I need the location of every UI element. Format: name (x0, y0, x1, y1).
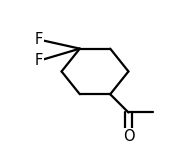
Text: O: O (123, 129, 134, 144)
Text: F: F (35, 53, 43, 68)
Text: F: F (35, 32, 43, 47)
